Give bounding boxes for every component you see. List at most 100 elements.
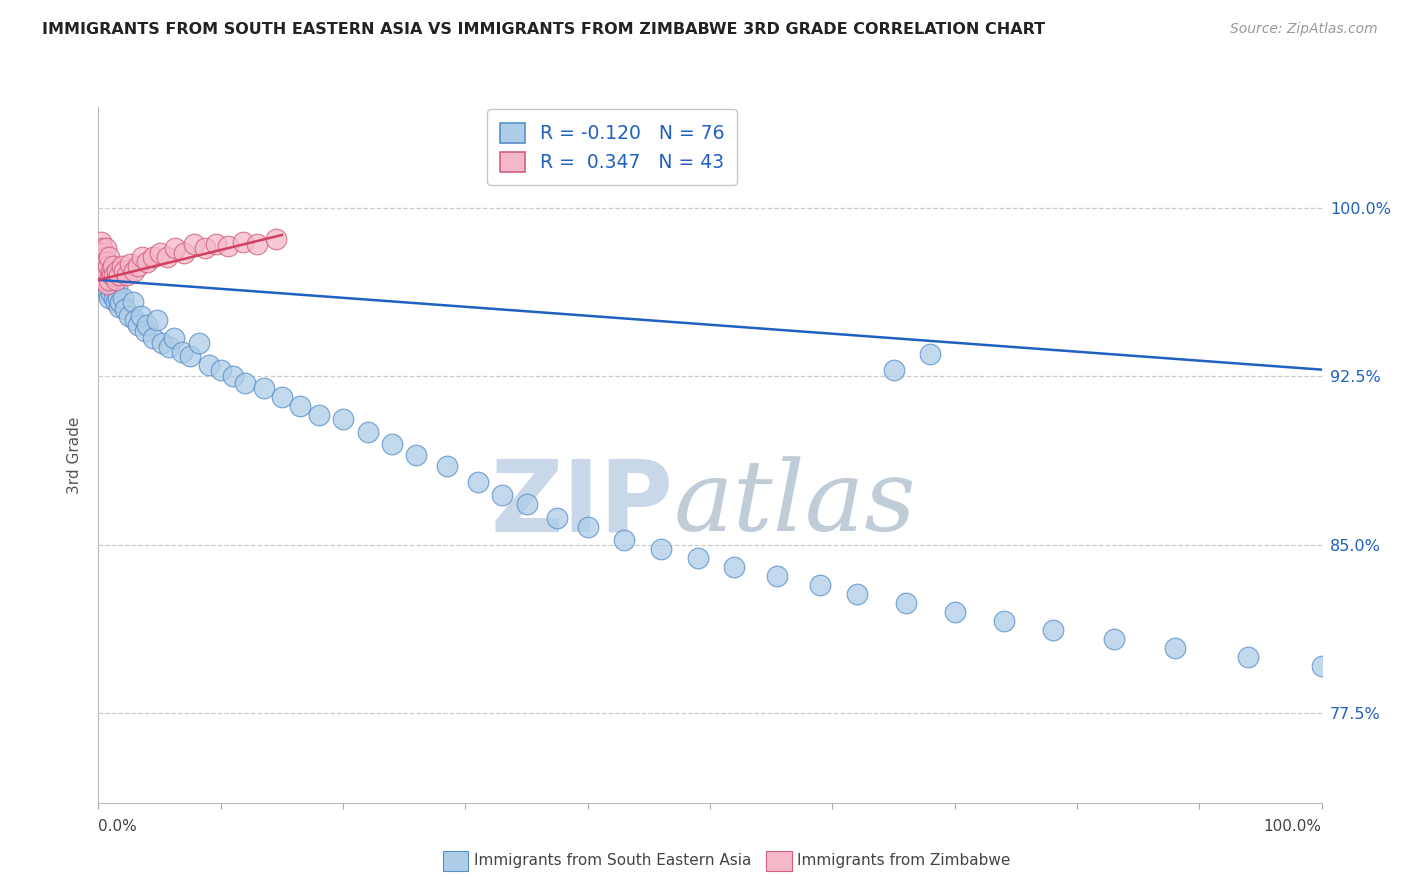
Point [100,286,122,301]
Point [107,291,129,305]
Point [121,295,143,310]
Point [723,560,745,574]
Point [131,251,153,265]
Point [91,264,114,278]
Point [686,551,709,566]
Point [332,412,354,426]
Point [179,349,201,363]
Point [101,260,124,274]
Point [134,325,156,339]
Point [650,542,672,557]
Point [91,246,114,260]
Point [356,425,378,440]
Point [808,578,831,592]
Point [142,251,165,265]
Point [94,242,117,256]
Point [98,251,121,265]
Point [613,533,636,548]
Point [222,369,245,384]
Point [101,268,124,283]
Point [150,335,173,350]
Point [111,291,134,305]
Point [120,257,142,271]
Point [205,236,228,251]
Point [91,242,114,256]
Point [920,347,942,361]
Point [127,318,149,332]
Point [101,282,124,296]
Point [290,399,312,413]
Point [405,448,427,462]
Point [163,331,186,345]
Point [98,273,121,287]
Point [112,264,135,278]
Point [149,246,172,260]
Point [111,260,134,274]
Text: atlas: atlas [673,456,917,551]
Point [197,358,219,372]
Point [93,273,115,287]
Point [97,264,120,278]
Point [96,255,118,269]
Text: Source: ZipAtlas.com: Source: ZipAtlas.com [1230,22,1378,37]
Point [136,318,159,332]
Point [124,313,146,327]
Point [101,273,124,287]
Point [118,309,141,323]
Point [1164,640,1187,655]
Point [127,260,149,274]
Point [108,268,131,283]
Point [194,242,217,256]
Point [110,295,132,310]
Point [105,264,128,278]
Point [114,301,136,316]
Text: IMMIGRANTS FROM SOUTH EASTERN ASIA VS IMMIGRANTS FROM ZIMBABWE 3RD GRADE CORRELA: IMMIGRANTS FROM SOUTH EASTERN ASIA VS IM… [42,22,1045,37]
Point [97,260,120,274]
Point [90,246,112,260]
Point [576,520,599,534]
Point [436,459,458,474]
Point [1102,632,1125,646]
Point [515,497,537,511]
Point [115,268,138,283]
Point [491,488,513,502]
Point [93,273,115,287]
Point [91,246,114,260]
Point [91,257,114,271]
Point [108,300,131,314]
Point [183,236,205,251]
Point [98,268,121,283]
Text: 0.0%: 0.0% [98,819,138,833]
Point [100,264,122,278]
Point [104,295,127,310]
Point [129,309,152,323]
Point [103,268,125,283]
Point [91,264,114,278]
Point [894,596,917,610]
Point [142,331,165,345]
Point [90,257,112,271]
Point [170,344,193,359]
Point [156,251,179,265]
Point [94,255,117,269]
Point [105,279,128,293]
Point [845,587,868,601]
Text: Immigrants from South Eastern Asia: Immigrants from South Eastern Asia [474,854,751,868]
Point [943,605,966,619]
Point [93,251,115,265]
Point [766,569,789,583]
Point [546,510,568,524]
Text: 100.0%: 100.0% [1264,819,1322,833]
Point [232,235,254,249]
Point [100,264,122,278]
Point [1042,623,1064,637]
Point [187,335,209,350]
Point [89,246,111,260]
Point [993,614,1015,628]
Point [104,273,127,287]
Point [91,268,114,283]
Point [103,291,125,305]
Point [94,277,117,292]
Legend: R = -0.120   N = 76, R =  0.347   N = 43: R = -0.120 N = 76, R = 0.347 N = 43 [486,110,737,186]
Point [252,381,274,395]
